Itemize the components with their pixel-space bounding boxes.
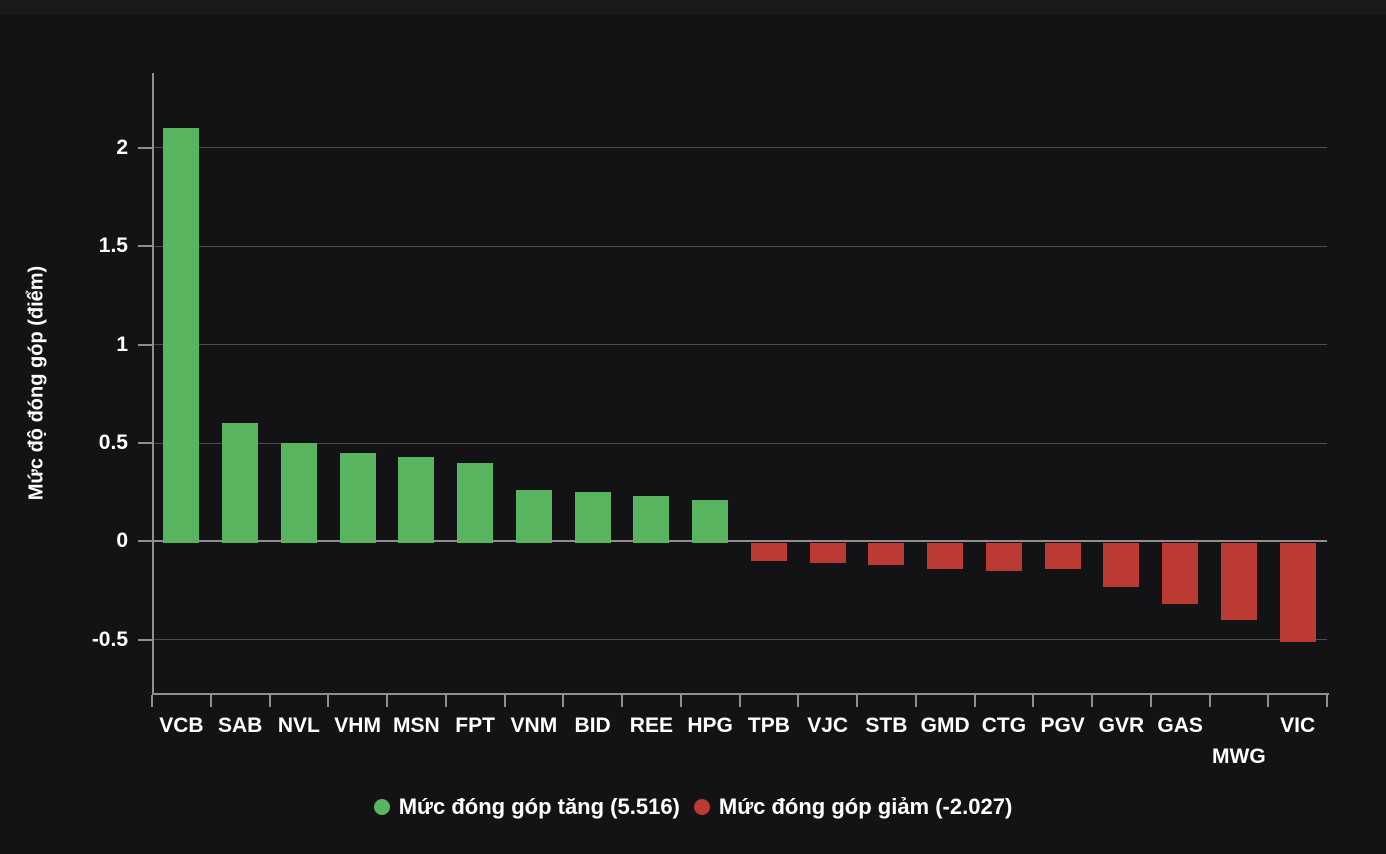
bar-BID[interactable] — [574, 492, 611, 544]
x-axis-tick — [503, 695, 506, 707]
y-axis-title: Mức độ đóng góp (điểm) — [25, 265, 48, 501]
x-axis-label-BID: BID — [574, 714, 611, 737]
x-axis-tick — [1091, 695, 1093, 707]
legend-label: Mức đóng góp giảm (-2.027) — [718, 794, 1013, 819]
legend-item-decrease[interactable]: Mức đóng góp giảm (-2.027) — [693, 794, 1013, 820]
bar-VIC[interactable] — [1279, 543, 1316, 642]
legend-label: Mức đóng góp tăng (5.516) — [398, 794, 680, 819]
x-axis-label-GMD: GMD — [920, 714, 970, 737]
x-axis-tick — [679, 695, 682, 707]
x-axis-label-REE: REE — [629, 714, 673, 737]
x-axis-label-PGV: PGV — [1040, 714, 1085, 737]
y-axis-tick-label: 0.5 — [98, 431, 128, 455]
y-axis-tick-label: -0.5 — [91, 627, 128, 651]
x-axis-label-CTG: CTG — [981, 714, 1027, 737]
x-axis-tick — [209, 695, 212, 707]
bar-GVR[interactable] — [1103, 543, 1140, 587]
x-axis-tick — [1267, 695, 1270, 707]
x-axis-label-GAS: GAS — [1157, 714, 1203, 737]
legend-item-increase[interactable]: Mức đóng góp tăng (5.516) — [373, 794, 680, 820]
x-axis-label-MWG: MWG — [1212, 745, 1266, 768]
bar-MSN[interactable] — [398, 456, 435, 544]
x-axis-tick — [856, 695, 858, 707]
bar-VCB[interactable] — [163, 128, 200, 544]
bar-MWG[interactable] — [1220, 543, 1257, 621]
gridline — [154, 442, 1327, 444]
bar-HPG[interactable] — [692, 500, 729, 544]
bar-VHM[interactable] — [339, 452, 376, 544]
y-axis-tick-label: 0 — [116, 529, 128, 553]
x-axis-line — [152, 693, 1329, 695]
x-axis-label-VJC: VJC — [807, 714, 849, 737]
x-axis-label-FPT: FPT — [455, 714, 495, 737]
bar-SAB[interactable] — [222, 423, 259, 544]
bar-TPB[interactable] — [750, 543, 787, 562]
bar-GMD[interactable] — [927, 543, 964, 570]
bar-CTG[interactable] — [985, 543, 1022, 571]
y-axis-tick — [138, 638, 152, 641]
zero-line — [154, 540, 1327, 543]
chart-legend: Mức đóng góp tăng (5.516) Mức đóng góp gi… — [0, 794, 1386, 820]
bar-NVL[interactable] — [280, 443, 317, 544]
x-axis-label-NVL: NVL — [277, 714, 320, 737]
y-axis-tick — [138, 245, 152, 248]
x-axis-label-VIC: VIC — [1280, 714, 1316, 737]
x-axis-label-VHM: VHM — [334, 714, 381, 737]
x-axis-label-HPG: HPG — [687, 714, 733, 737]
x-axis-tick — [1032, 695, 1035, 707]
y-axis-tick — [138, 442, 152, 445]
x-axis-tick — [973, 695, 976, 707]
y-axis-tick-label: 1.5 — [98, 234, 128, 258]
x-axis-label-TPB: TPB — [747, 714, 790, 737]
bar-STB[interactable] — [868, 543, 905, 566]
x-axis-label-SAB: SAB — [217, 714, 263, 737]
bar-REE[interactable] — [633, 496, 670, 544]
legend-marker-icon — [373, 799, 390, 815]
x-axis-tick — [797, 695, 800, 707]
y-axis-line — [152, 73, 154, 695]
bar-PGV[interactable] — [1044, 543, 1081, 570]
x-axis-tick — [738, 695, 741, 707]
y-axis-tick — [138, 146, 152, 149]
x-axis-tick — [914, 695, 917, 707]
bar-GAS[interactable] — [1162, 543, 1199, 605]
bar-VJC[interactable] — [809, 543, 846, 564]
x-axis-tick — [1208, 695, 1211, 707]
plot-area: 2 1.5 1 0.5 0 -0.5 VCB SAB NVL VHM MSN FPT VNM BID REE… — [92, 73, 1329, 768]
x-axis-tick — [562, 695, 565, 707]
x-axis-label-GVR: GVR — [1098, 714, 1145, 737]
bar-VNM[interactable] — [515, 490, 552, 544]
y-axis-tick — [138, 540, 152, 543]
x-axis-tick — [327, 695, 330, 707]
x-axis-tick — [386, 695, 388, 707]
gridline — [154, 344, 1327, 346]
x-axis-label-VNM: VNM — [510, 714, 558, 737]
gridline — [154, 245, 1327, 247]
y-axis-tick — [138, 343, 152, 346]
y-axis-tick-label: 1 — [116, 332, 128, 356]
x-axis-tick — [444, 695, 447, 707]
bar-FPT[interactable] — [457, 462, 494, 544]
x-axis-tick — [151, 695, 153, 707]
y-axis-tick-label: 2 — [116, 135, 128, 159]
x-axis-tick — [621, 695, 623, 707]
x-axis-label-MSN: MSN — [393, 714, 440, 737]
gridline — [154, 639, 1327, 641]
x-axis-tick — [268, 695, 271, 707]
gridline — [154, 147, 1327, 149]
window-top-band — [0, 0, 1386, 15]
x-axis-tick — [1149, 695, 1152, 707]
x-axis-tick — [1326, 695, 1328, 707]
x-axis-label-VCB: VCB — [159, 714, 204, 737]
legend-marker-icon — [693, 799, 710, 815]
x-axis-label-STB: STB — [865, 714, 908, 737]
